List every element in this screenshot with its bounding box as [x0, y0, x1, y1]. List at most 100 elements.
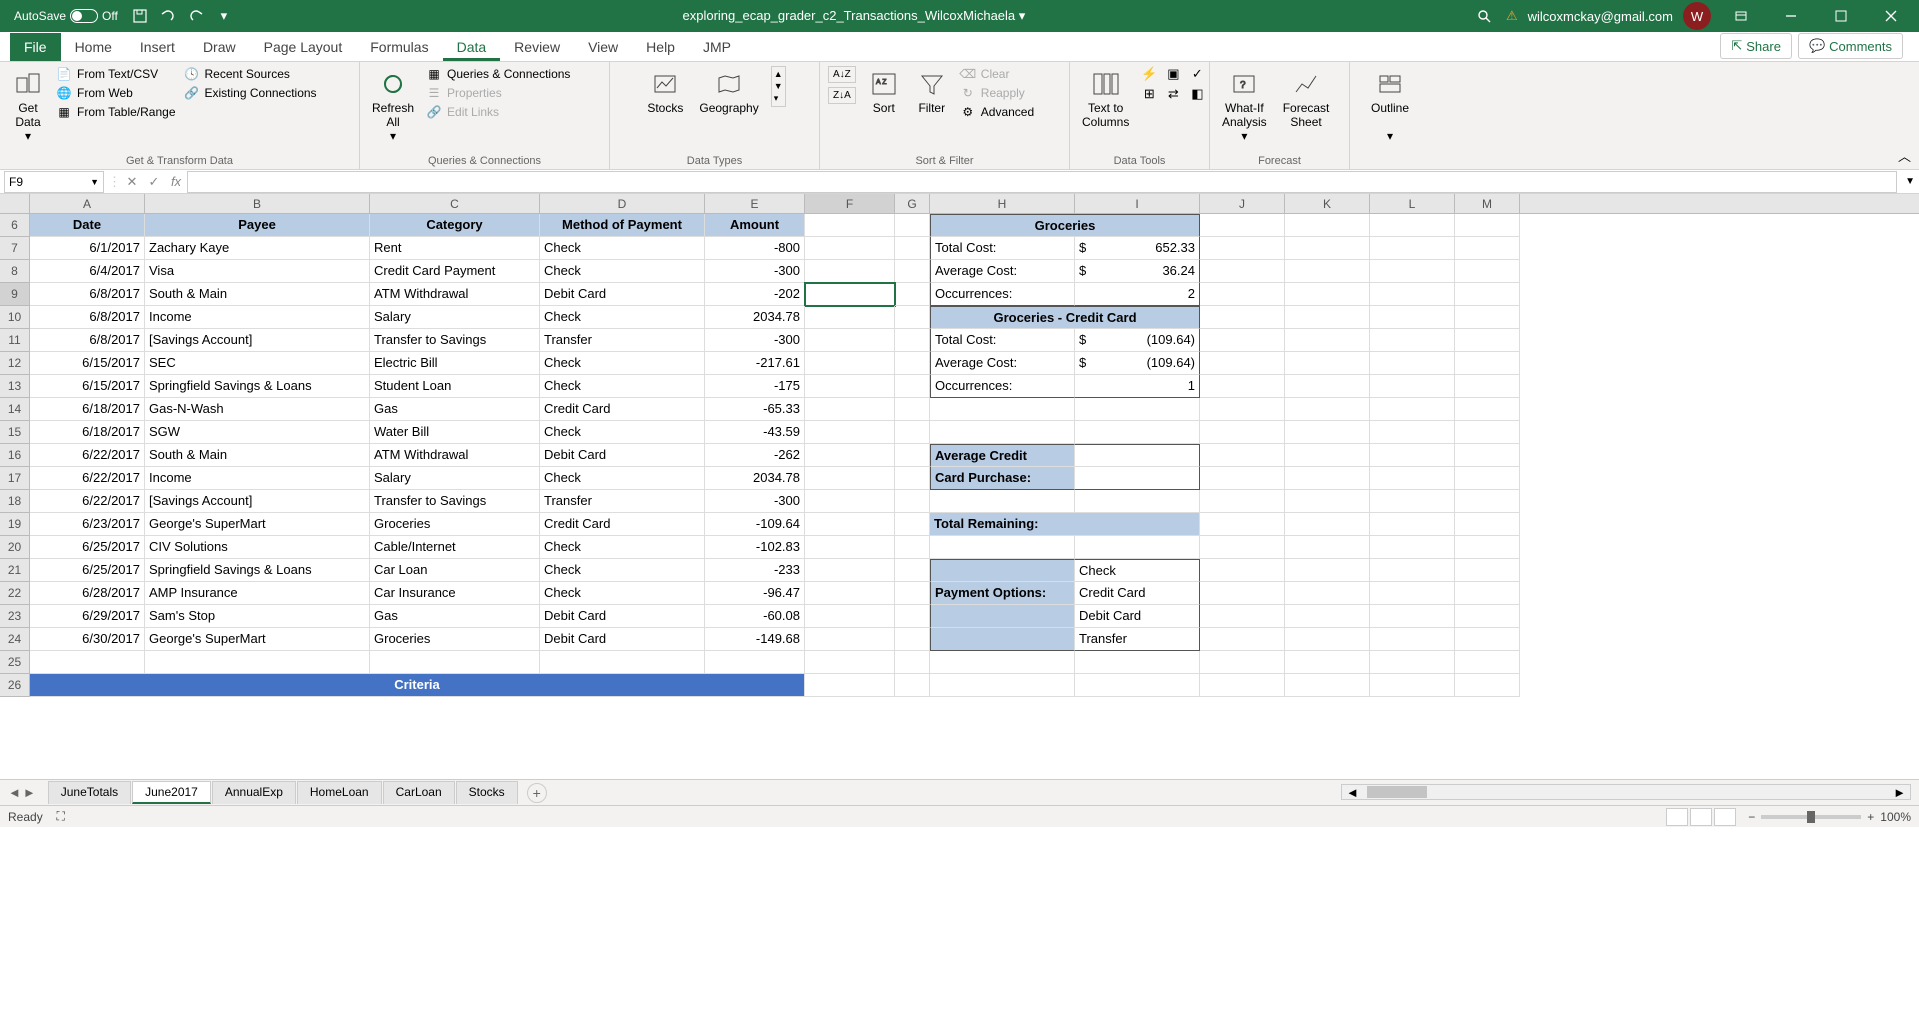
- row-header-15[interactable]: 15: [0, 421, 30, 444]
- cell[interactable]: [1200, 582, 1285, 605]
- cell[interactable]: [895, 444, 930, 467]
- option[interactable]: Transfer: [1075, 628, 1200, 651]
- refresh-all-button[interactable]: Refresh All ▾: [368, 66, 418, 145]
- cell[interactable]: [1285, 536, 1370, 559]
- cell[interactable]: [1285, 352, 1370, 375]
- chevron-down-icon[interactable]: ▼: [774, 81, 783, 91]
- cell[interactable]: [805, 214, 895, 237]
- cell[interactable]: [1370, 536, 1455, 559]
- cell[interactable]: [1200, 352, 1285, 375]
- col-header-E[interactable]: E: [705, 194, 805, 213]
- cell[interactable]: [1285, 375, 1370, 398]
- tab-view[interactable]: View: [574, 33, 632, 61]
- sort-desc-button[interactable]: Z↓A: [828, 87, 856, 104]
- cell-method[interactable]: Debit Card: [540, 283, 705, 306]
- col-header-I[interactable]: I: [1075, 194, 1200, 213]
- cell-amount[interactable]: 2034.78: [705, 467, 805, 490]
- consolidate-icon[interactable]: ⊞: [1141, 86, 1157, 102]
- label[interactable]: Total Cost:: [930, 329, 1075, 352]
- get-data-button[interactable]: Get Data ▾: [8, 66, 48, 145]
- select-all-corner[interactable]: [0, 194, 30, 213]
- cell[interactable]: [895, 490, 930, 513]
- existing-connections-button[interactable]: 🔗Existing Connections: [184, 85, 317, 101]
- cell-payee[interactable]: AMP Insurance: [145, 582, 370, 605]
- sort-asc-button[interactable]: A↓Z: [828, 66, 856, 83]
- tab-home[interactable]: Home: [61, 33, 126, 61]
- cell[interactable]: [1370, 605, 1455, 628]
- cell-payee[interactable]: SGW: [145, 421, 370, 444]
- label[interactable]: Average Cost:: [930, 352, 1075, 375]
- row-header-26[interactable]: 26: [0, 674, 30, 697]
- cell-category[interactable]: Rent: [370, 237, 540, 260]
- value[interactable]: $(109.64): [1075, 352, 1200, 375]
- gcc-header[interactable]: Groceries - Credit Card: [930, 306, 1200, 329]
- cell-amount[interactable]: -43.59: [705, 421, 805, 444]
- cell-amount[interactable]: -175: [705, 375, 805, 398]
- tab-insert[interactable]: Insert: [126, 33, 189, 61]
- cell[interactable]: [1455, 283, 1520, 306]
- cell-amount[interactable]: -102.83: [705, 536, 805, 559]
- data-validation-icon[interactable]: ✓: [1189, 66, 1205, 82]
- save-icon[interactable]: [128, 4, 152, 28]
- cell-method[interactable]: Check: [540, 467, 705, 490]
- row-header-20[interactable]: 20: [0, 536, 30, 559]
- cell-category[interactable]: Electric Bill: [370, 352, 540, 375]
- cell-amount[interactable]: -96.47: [705, 582, 805, 605]
- cell[interactable]: [1285, 605, 1370, 628]
- cell[interactable]: [1200, 651, 1285, 674]
- autosave-toggle[interactable]: AutoSave Off: [8, 9, 124, 23]
- geography-button[interactable]: Geography: [695, 66, 762, 118]
- relationships-icon[interactable]: ⇄: [1165, 86, 1181, 102]
- row-header-19[interactable]: 19: [0, 513, 30, 536]
- cell-category[interactable]: Transfer to Savings: [370, 490, 540, 513]
- cell[interactable]: [1370, 260, 1455, 283]
- cell[interactable]: [1370, 467, 1455, 490]
- cell-category[interactable]: Salary: [370, 306, 540, 329]
- col-header-C[interactable]: C: [370, 194, 540, 213]
- label[interactable]: [930, 559, 1075, 582]
- cell[interactable]: [1370, 398, 1455, 421]
- cell-method[interactable]: Check: [540, 260, 705, 283]
- table-header[interactable]: Date: [30, 214, 145, 237]
- cell-payee[interactable]: CIV Solutions: [145, 536, 370, 559]
- tab-file[interactable]: File: [10, 33, 61, 61]
- cell[interactable]: [1370, 237, 1455, 260]
- cell[interactable]: [805, 283, 895, 306]
- cell[interactable]: [895, 513, 930, 536]
- cell[interactable]: [1455, 559, 1520, 582]
- cell[interactable]: [930, 674, 1075, 697]
- recent-sources-button[interactable]: 🕓Recent Sources: [184, 66, 317, 82]
- cell[interactable]: [1285, 651, 1370, 674]
- page-layout-view-button[interactable]: [1690, 808, 1712, 826]
- tab-draw[interactable]: Draw: [189, 33, 250, 61]
- cell[interactable]: [805, 329, 895, 352]
- tab-jmp[interactable]: JMP: [689, 33, 745, 61]
- cell[interactable]: [1370, 283, 1455, 306]
- user-email[interactable]: wilcoxmckay@gmail.com: [1528, 9, 1673, 24]
- cell-category[interactable]: Transfer to Savings: [370, 329, 540, 352]
- cell[interactable]: [1455, 605, 1520, 628]
- cell[interactable]: [895, 260, 930, 283]
- cell-method[interactable]: Credit Card: [540, 398, 705, 421]
- from-web-button[interactable]: 🌐From Web: [56, 85, 176, 101]
- cell-payee[interactable]: [Savings Account]: [145, 329, 370, 352]
- formula-input[interactable]: [187, 171, 1897, 193]
- cell-payee[interactable]: Income: [145, 306, 370, 329]
- cell[interactable]: [895, 214, 930, 237]
- row-header-7[interactable]: 7: [0, 237, 30, 260]
- cell[interactable]: [895, 352, 930, 375]
- cell-amount[interactable]: -109.64: [705, 513, 805, 536]
- queries-connections-button[interactable]: ▦Queries & Connections: [426, 66, 570, 82]
- cell[interactable]: [1370, 214, 1455, 237]
- cell[interactable]: [1200, 398, 1285, 421]
- row-header-8[interactable]: 8: [0, 260, 30, 283]
- total-remaining[interactable]: Total Remaining:: [930, 513, 1200, 536]
- cell-date[interactable]: 6/28/2017: [30, 582, 145, 605]
- qat-more-icon[interactable]: ▾: [212, 4, 236, 28]
- cell-date[interactable]: 6/8/2017: [30, 283, 145, 306]
- cell-method[interactable]: Check: [540, 352, 705, 375]
- label[interactable]: Occurrences:: [930, 283, 1075, 306]
- accessibility-icon[interactable]: ⛶: [53, 809, 69, 825]
- avatar[interactable]: W: [1683, 2, 1711, 30]
- sheet-tab-june2017[interactable]: June2017: [132, 781, 211, 804]
